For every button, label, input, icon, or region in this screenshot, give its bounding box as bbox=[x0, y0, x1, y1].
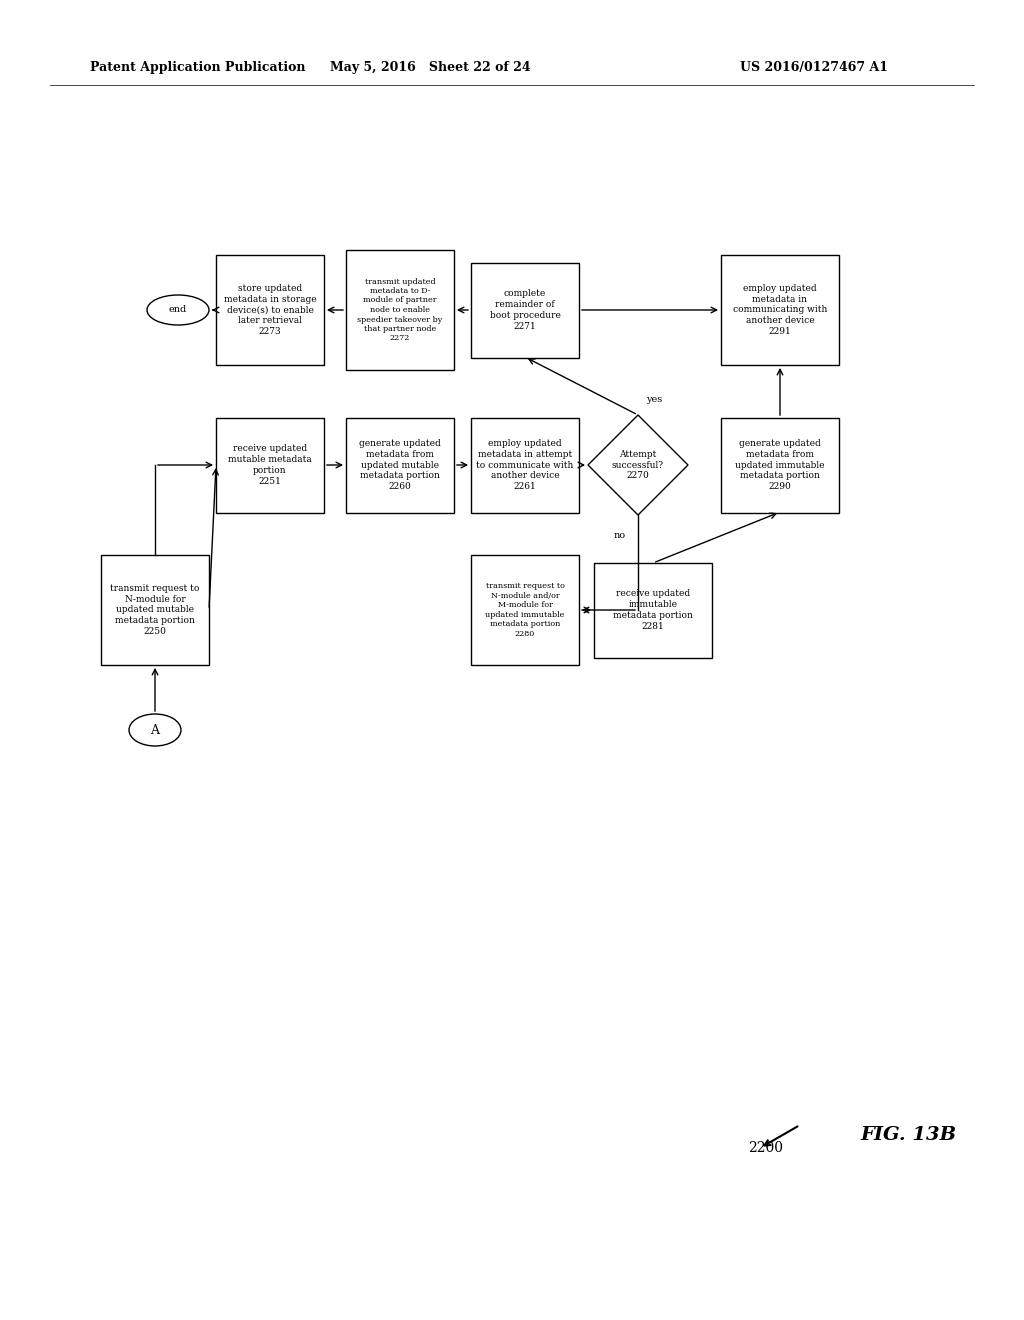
Bar bbox=[216, 417, 324, 512]
Bar bbox=[471, 263, 579, 358]
Text: 2200: 2200 bbox=[748, 1140, 783, 1155]
Bar bbox=[471, 417, 579, 512]
Bar bbox=[101, 554, 209, 665]
Bar bbox=[346, 249, 454, 370]
Text: receive updated
mutable metadata
portion
2251: receive updated mutable metadata portion… bbox=[228, 445, 312, 486]
Text: generate updated
metadata from
updated immutable
metadata portion
2290: generate updated metadata from updated i… bbox=[735, 440, 824, 491]
Text: A: A bbox=[151, 723, 160, 737]
Text: receive updated
immutable
metadata portion
2281: receive updated immutable metadata porti… bbox=[613, 589, 693, 631]
Text: generate updated
metadata from
updated mutable
metadata portion
2260: generate updated metadata from updated m… bbox=[359, 440, 441, 491]
Text: yes: yes bbox=[646, 396, 663, 404]
Text: US 2016/0127467 A1: US 2016/0127467 A1 bbox=[740, 62, 888, 74]
Text: FIG. 13B: FIG. 13B bbox=[860, 1126, 956, 1144]
Polygon shape bbox=[588, 414, 688, 515]
Ellipse shape bbox=[129, 714, 181, 746]
Bar bbox=[721, 417, 839, 512]
Bar bbox=[594, 562, 712, 657]
Bar bbox=[216, 255, 324, 366]
Text: employ updated
metadata in
communicating with
another device
2291: employ updated metadata in communicating… bbox=[733, 284, 827, 337]
Text: May 5, 2016   Sheet 22 of 24: May 5, 2016 Sheet 22 of 24 bbox=[330, 62, 530, 74]
Text: Patent Application Publication: Patent Application Publication bbox=[90, 62, 305, 74]
Text: transmit updated
metadata to D-
module of partner
node to enable
speedier takeov: transmit updated metadata to D- module o… bbox=[357, 277, 442, 342]
Ellipse shape bbox=[147, 294, 209, 325]
Text: transmit request to
N-module for
updated mutable
metadata portion
2250: transmit request to N-module for updated… bbox=[111, 583, 200, 636]
Text: complete
remainder of
boot procedure
2271: complete remainder of boot procedure 227… bbox=[489, 289, 560, 330]
Text: end: end bbox=[169, 305, 187, 314]
Text: transmit request to
N-module and/or
M-module for
updated immutable
metadata port: transmit request to N-module and/or M-mo… bbox=[485, 582, 564, 638]
Text: no: no bbox=[614, 531, 626, 540]
Bar bbox=[721, 255, 839, 366]
Text: Attempt
successful?
2270: Attempt successful? 2270 bbox=[612, 450, 664, 480]
Text: employ updated
metadata in attempt
to communicate with
another device
2261: employ updated metadata in attempt to co… bbox=[476, 440, 573, 491]
Bar bbox=[346, 417, 454, 512]
Bar bbox=[471, 554, 579, 665]
Text: store updated
metadata in storage
device(s) to enable
later retrieval
2273: store updated metadata in storage device… bbox=[223, 284, 316, 337]
